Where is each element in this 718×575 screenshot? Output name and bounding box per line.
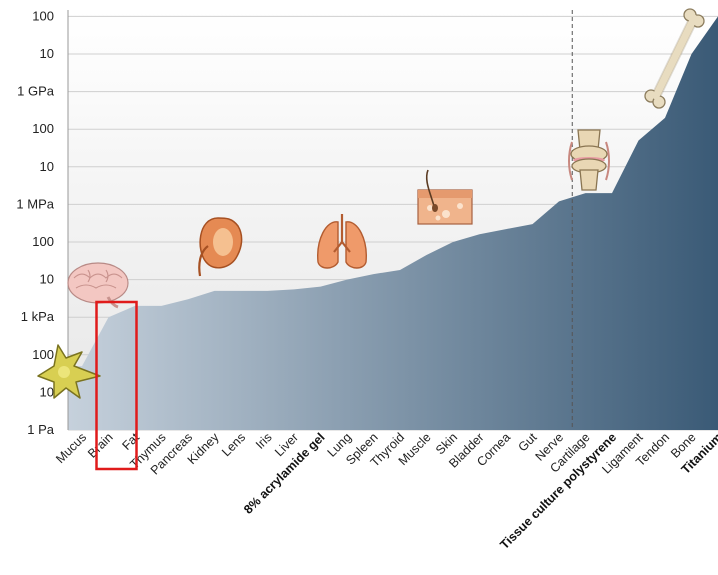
y-tick-label: 1 MPa	[16, 196, 54, 211]
kidney-icon	[198, 217, 243, 277]
highlight-rectangle	[95, 300, 138, 471]
illustrations	[37, 8, 705, 399]
y-tick-label: 100	[32, 347, 54, 362]
y-tick-label: 10	[40, 46, 54, 61]
y-tick-label: 10	[40, 159, 54, 174]
lungs-icon	[317, 214, 367, 269]
y-tick-label: 10	[40, 384, 54, 399]
y-tick-label: 1 kPa	[21, 309, 55, 324]
y-tick-label: 100	[32, 121, 54, 136]
y-tick-label: 100	[32, 8, 54, 23]
y-tick-label: 1 GPa	[17, 84, 55, 99]
y-axis-ticks: 1 Pa 10 100 1 kPa 10 100 1 MPa 10 100 1 GPa 10 100	[16, 8, 54, 437]
stiffness-area-fill	[68, 14, 718, 431]
y-tick-label: 10	[40, 272, 54, 287]
y-tick-label: 1 Pa	[27, 422, 55, 437]
y-tick-label: 100	[32, 234, 54, 249]
stiffness-area	[68, 14, 718, 431]
x-tick-label: Lens	[219, 430, 248, 459]
joint-icon	[568, 129, 610, 191]
x-tick-label: Brain	[85, 430, 116, 461]
x-tick-label: Tissue culture polystyrene	[497, 430, 619, 552]
bone-icon	[644, 8, 705, 109]
star-cell-icon	[37, 344, 101, 399]
skin-icon	[417, 169, 473, 225]
x-tick-label: Mucus	[53, 430, 89, 466]
x-tick-label: Iris	[253, 430, 275, 452]
brain-icon	[67, 262, 129, 309]
brain-highlight-box	[95, 300, 138, 471]
